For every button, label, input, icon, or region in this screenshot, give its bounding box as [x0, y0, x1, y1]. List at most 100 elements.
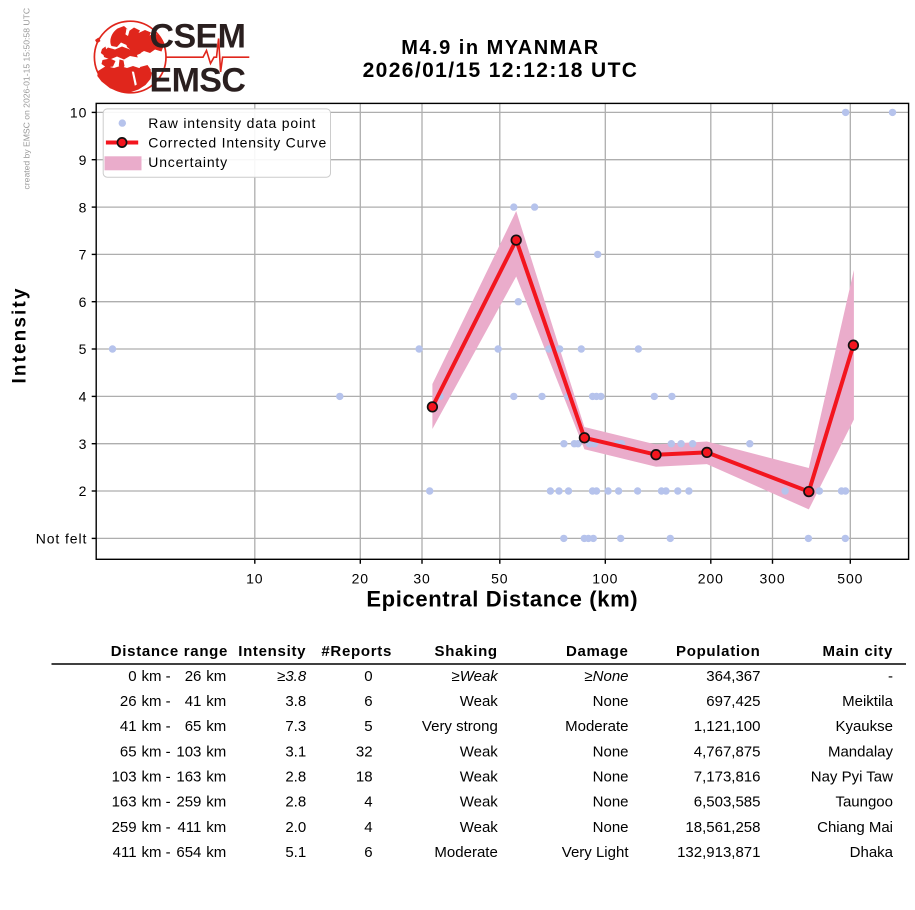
svg-text:2.0: 2.0: [285, 819, 306, 836]
svg-text:4: 4: [364, 794, 372, 811]
svg-text:≥None: ≥None: [584, 668, 628, 685]
svg-text:4: 4: [364, 819, 372, 836]
svg-text:Mandalay: Mandalay: [828, 743, 894, 760]
svg-text:km -: km -: [142, 668, 171, 685]
svg-text:50: 50: [491, 570, 508, 586]
svg-text:10: 10: [246, 570, 263, 586]
svg-text:EMSC: EMSC: [150, 62, 246, 100]
svg-text:km: km: [206, 718, 226, 735]
svg-text:CSEM: CSEM: [150, 17, 246, 55]
svg-text:6: 6: [79, 294, 88, 310]
svg-text:41: 41: [120, 718, 137, 735]
svg-text:Meiktila: Meiktila: [842, 693, 894, 710]
svg-text:Kyaukse: Kyaukse: [835, 718, 893, 735]
svg-text:#Reports: #Reports: [321, 643, 392, 660]
svg-text:Intensity: Intensity: [10, 286, 31, 383]
svg-text:Moderate: Moderate: [565, 718, 628, 735]
svg-text:km -: km -: [142, 718, 171, 735]
svg-text:163: 163: [176, 769, 201, 786]
svg-text:2026/01/15 12:12:18 UTC: 2026/01/15 12:12:18 UTC: [363, 59, 639, 82]
svg-text:Weak: Weak: [460, 769, 499, 786]
svg-text:100: 100: [592, 570, 618, 586]
svg-text:5.1: 5.1: [285, 844, 306, 861]
svg-text:41: 41: [185, 693, 202, 710]
svg-text:65: 65: [120, 743, 137, 760]
svg-text:1,121,100: 1,121,100: [694, 718, 761, 735]
svg-text:4: 4: [79, 389, 88, 405]
svg-text:65: 65: [185, 718, 202, 735]
svg-text:Population: Population: [676, 643, 761, 660]
svg-text:Raw intensity data point: Raw intensity data point: [148, 115, 316, 131]
svg-text:32: 32: [356, 743, 373, 760]
svg-text:9: 9: [79, 152, 88, 168]
svg-text:Chiang Mai: Chiang Mai: [817, 819, 893, 836]
svg-text:2: 2: [79, 483, 88, 499]
svg-text:6: 6: [364, 693, 372, 710]
svg-text:km -: km -: [142, 743, 171, 760]
svg-text:km -: km -: [142, 844, 171, 861]
svg-text:132,913,871: 132,913,871: [677, 844, 760, 861]
svg-text:km: km: [206, 743, 226, 760]
svg-text:km: km: [206, 769, 226, 786]
svg-text:km -: km -: [142, 769, 171, 786]
svg-text:Taungoo: Taungoo: [835, 794, 893, 811]
svg-text:≥Weak: ≥Weak: [451, 668, 499, 685]
svg-text:Weak: Weak: [460, 794, 499, 811]
svg-text:3.1: 3.1: [285, 743, 306, 760]
svg-text:654: 654: [176, 844, 201, 861]
svg-text:697,425: 697,425: [706, 693, 760, 710]
svg-text:7.3: 7.3: [285, 718, 306, 735]
svg-text:0: 0: [128, 668, 136, 685]
svg-text:M4.9 in MYANMAR: M4.9 in MYANMAR: [401, 37, 599, 59]
svg-text:Nay Pyi Taw: Nay Pyi Taw: [811, 769, 893, 786]
svg-text:5: 5: [364, 718, 372, 735]
svg-text:-: -: [888, 668, 893, 685]
svg-text:7,173,816: 7,173,816: [694, 769, 761, 786]
svg-text:411: 411: [177, 819, 201, 836]
svg-text:Shaking: Shaking: [435, 643, 498, 660]
svg-text:Moderate: Moderate: [434, 844, 497, 861]
svg-text:km: km: [206, 819, 226, 836]
svg-text:km: km: [206, 794, 226, 811]
svg-text:km -: km -: [142, 819, 171, 836]
svg-text:Intensity: Intensity: [238, 643, 306, 660]
svg-text:None: None: [593, 743, 629, 760]
svg-text:Dhaka: Dhaka: [850, 844, 894, 861]
svg-text:411: 411: [113, 844, 137, 861]
svg-text:Corrected Intensity Curve: Corrected Intensity Curve: [148, 134, 327, 150]
svg-text:Weak: Weak: [460, 743, 499, 760]
svg-text:2.8: 2.8: [285, 769, 306, 786]
svg-text:Damage: Damage: [566, 643, 629, 660]
svg-text:0: 0: [364, 668, 372, 685]
svg-text:18: 18: [356, 769, 373, 786]
svg-text:20: 20: [352, 570, 369, 586]
svg-text:Main city: Main city: [823, 643, 893, 660]
svg-text:Epicentral Distance (km): Epicentral Distance (km): [366, 587, 638, 612]
svg-text:km: km: [206, 693, 226, 710]
svg-text:2.8: 2.8: [285, 794, 306, 811]
svg-text:Distance range: Distance range: [111, 643, 228, 660]
svg-text:Very strong: Very strong: [422, 718, 498, 735]
svg-text:3.8: 3.8: [285, 693, 306, 710]
svg-text:3: 3: [79, 436, 88, 452]
svg-text:4,767,875: 4,767,875: [694, 743, 761, 760]
svg-text:Weak: Weak: [460, 693, 499, 710]
svg-text:created by EMSC on 2026-01-15: created by EMSC on 2026-01-15 15:50:58 U…: [22, 8, 32, 190]
svg-text:103: 103: [176, 743, 201, 760]
svg-text:364,367: 364,367: [706, 668, 760, 685]
svg-text:Not felt: Not felt: [36, 531, 88, 547]
svg-text:259: 259: [176, 794, 201, 811]
svg-text:≥3.8: ≥3.8: [277, 668, 307, 685]
svg-text:8: 8: [79, 199, 88, 215]
svg-text:30: 30: [413, 570, 430, 586]
svg-text:103: 103: [112, 769, 137, 786]
svg-text:None: None: [593, 819, 629, 836]
svg-text:None: None: [593, 794, 629, 811]
svg-text:Uncertainty: Uncertainty: [148, 154, 228, 170]
svg-text:km: km: [206, 844, 226, 861]
svg-text:300: 300: [759, 570, 785, 586]
svg-text:Very Light: Very Light: [562, 844, 630, 861]
svg-text:Weak: Weak: [460, 819, 499, 836]
svg-text:163: 163: [112, 794, 137, 811]
svg-text:None: None: [593, 769, 629, 786]
